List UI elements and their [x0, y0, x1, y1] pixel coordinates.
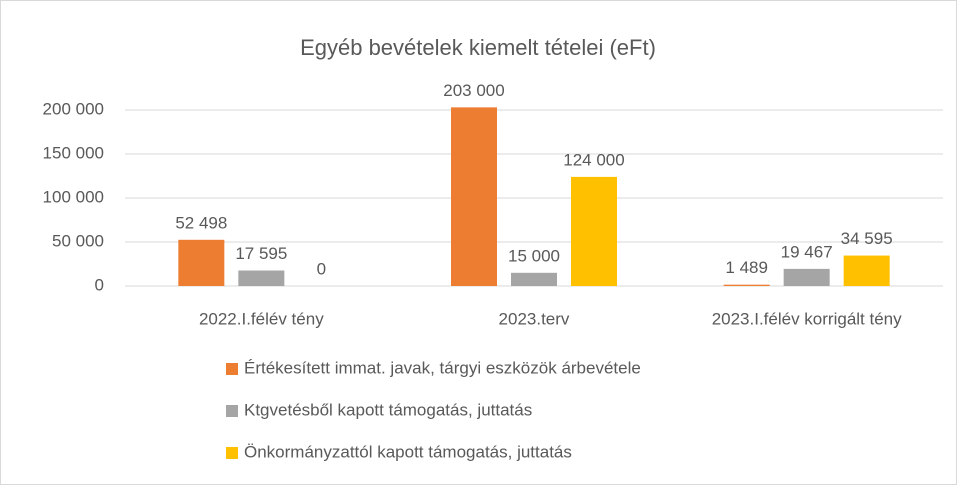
data-label: 34 595 [841, 229, 893, 248]
y-tick-label: 200 000 [43, 99, 104, 118]
x-tick-label: 2023.terv [499, 309, 570, 328]
bar [783, 268, 830, 286]
chart-title: Egyéb bevételek kiemelt tételei (eFt) [300, 35, 656, 60]
legend-swatch [226, 405, 238, 417]
data-label: 0 [317, 259, 326, 278]
y-tick-label: 100 000 [43, 187, 104, 206]
data-label: 124 000 [563, 150, 624, 169]
data-label: 15 000 [508, 246, 560, 265]
legend-label: Ktgvetésből kapott támogatás, juttatás [244, 400, 532, 419]
x-tick-label: 2022.I.félév tény [199, 309, 324, 328]
data-label: 1 489 [725, 258, 768, 277]
bar [238, 270, 285, 286]
bar [178, 239, 225, 286]
legend-label: Értékesített immat. javak, tárgyi eszköz… [244, 358, 641, 377]
legend-label: Önkormányzattól kapott támogatás, juttat… [244, 442, 572, 461]
y-tick-label: 0 [95, 275, 104, 294]
bar [451, 107, 497, 286]
data-label: 52 498 [175, 213, 227, 232]
data-label: 203 000 [443, 81, 504, 100]
y-tick-label: 50 000 [52, 231, 104, 250]
y-tick-label: 150 000 [43, 143, 104, 162]
bar [511, 272, 557, 286]
legend-swatch [226, 363, 238, 375]
bar [723, 284, 770, 286]
legend-swatch [226, 447, 238, 459]
data-label: 17 595 [235, 244, 287, 263]
bar [571, 176, 617, 286]
bar [843, 255, 890, 286]
x-tick-label: 2023.I.félév korrigált tény [712, 309, 902, 328]
data-label: 19 467 [781, 242, 833, 261]
